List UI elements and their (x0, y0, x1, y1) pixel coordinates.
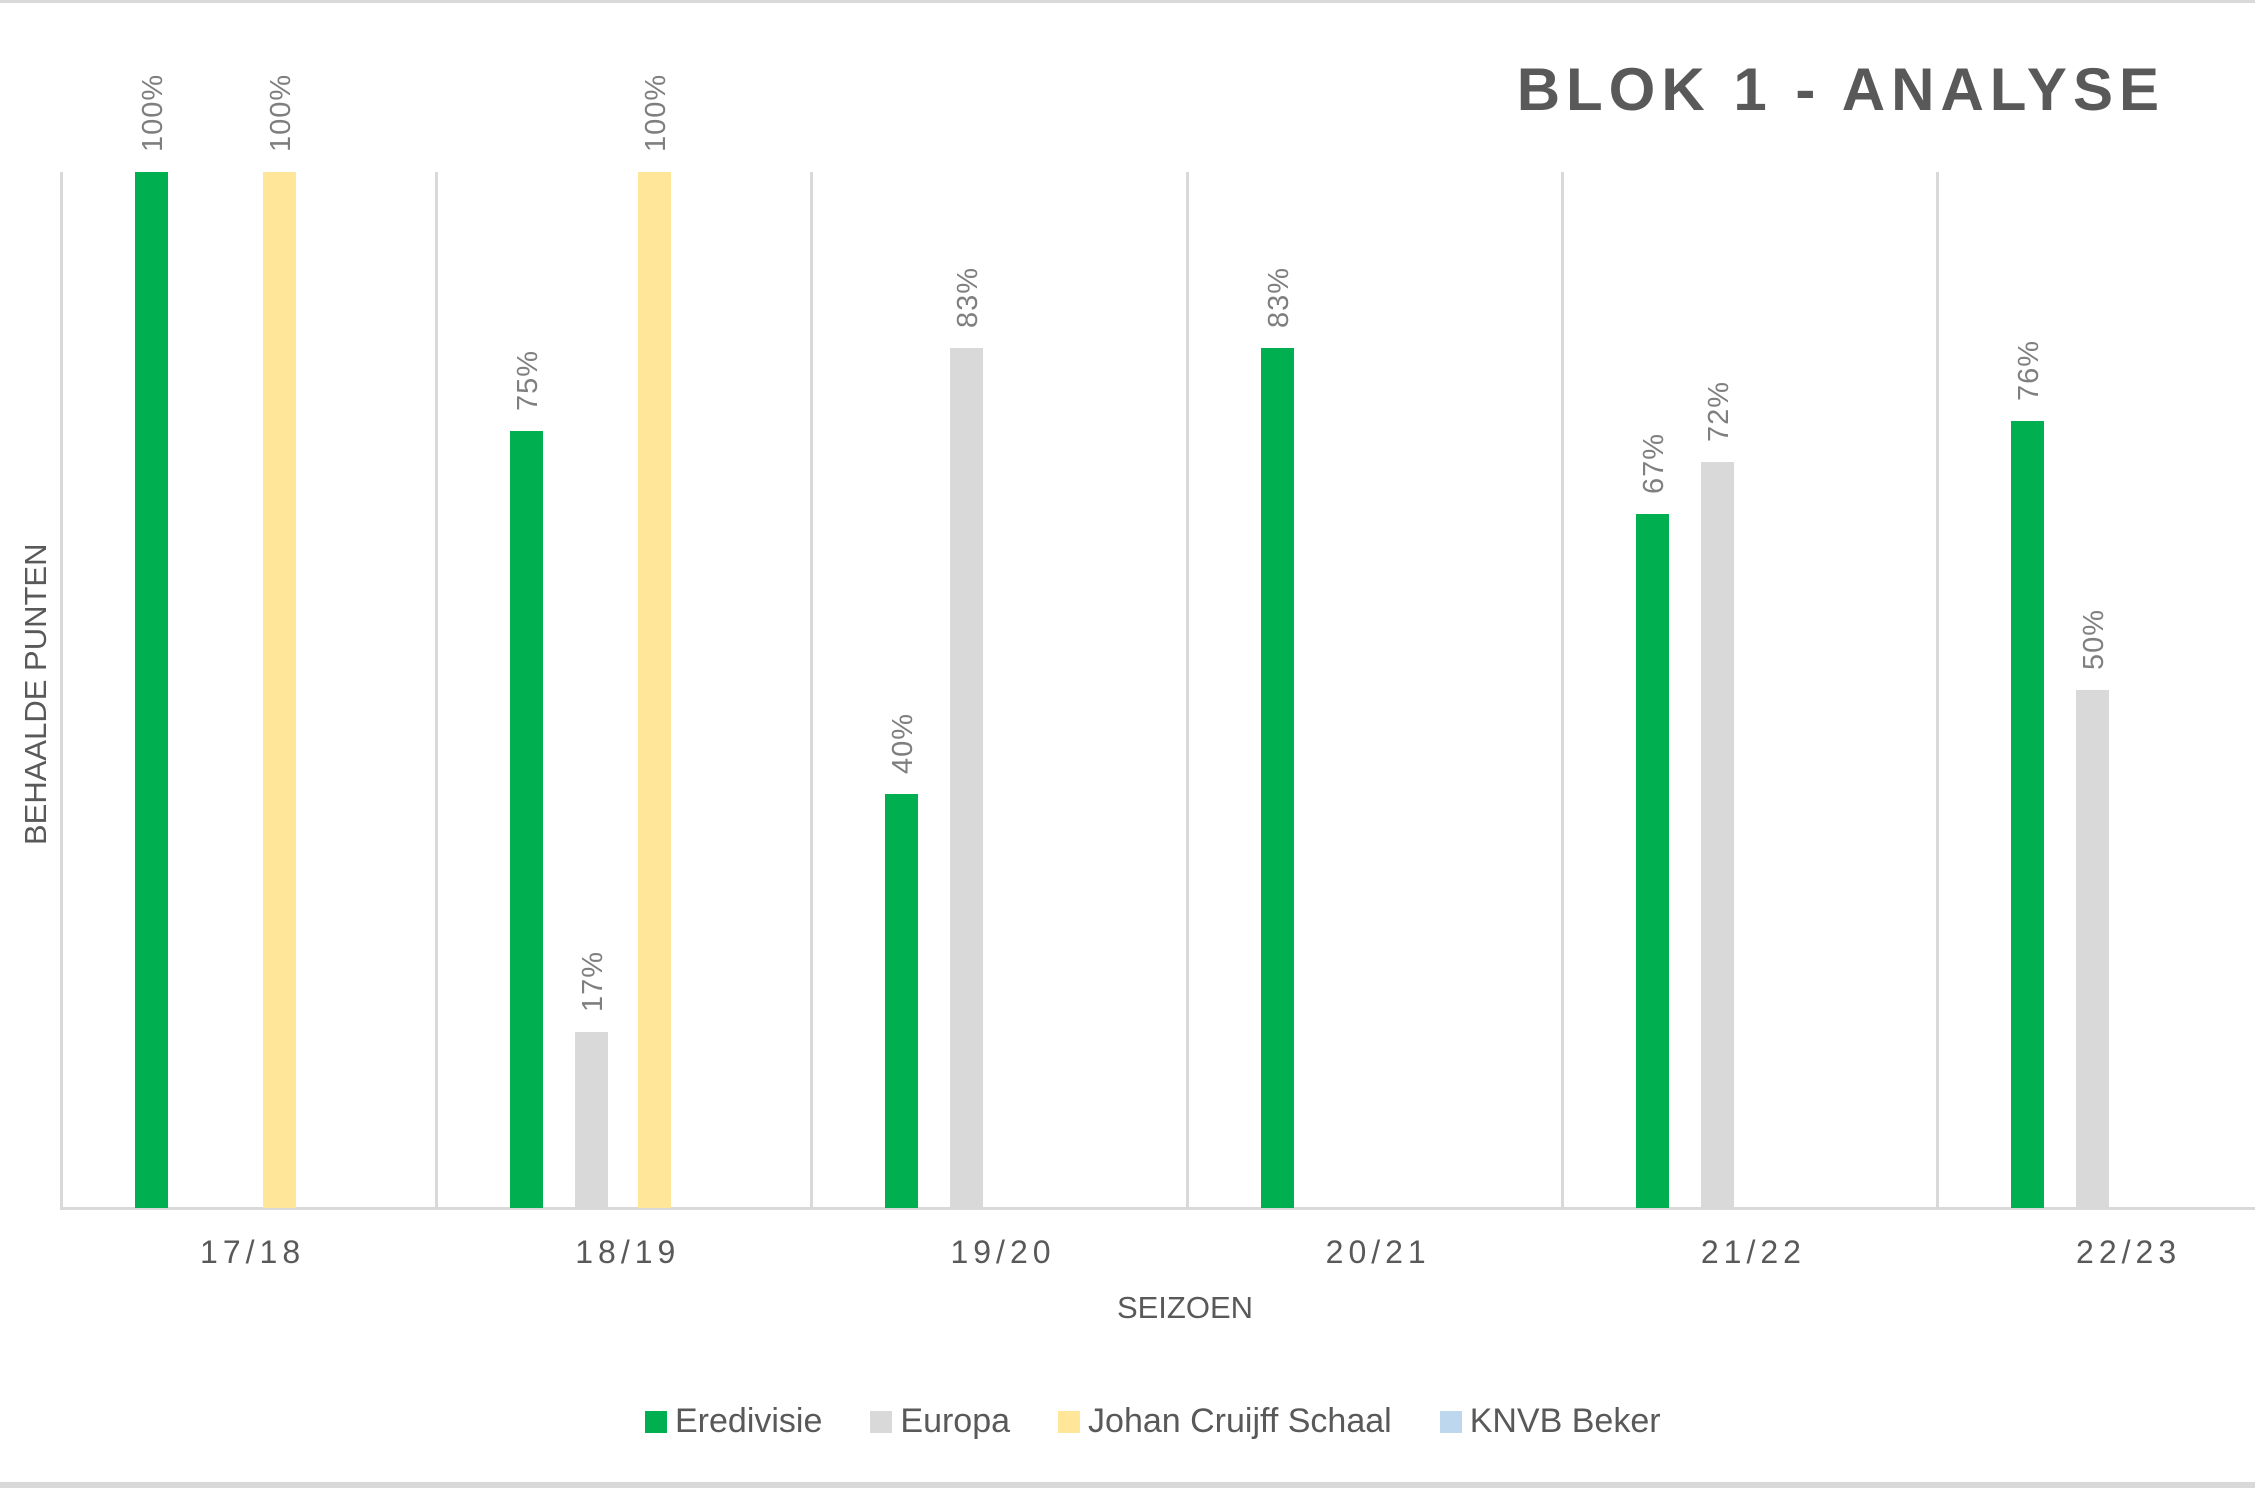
bar-eredivisie (510, 431, 544, 1208)
x-tick-label: 22/23 (2076, 1234, 2182, 1270)
x-tick-label: 19/20 (950, 1234, 1056, 1270)
data-label: 75% (512, 349, 545, 411)
bar-europa (575, 1031, 609, 1208)
bar-johan-cruijff-schaal (263, 172, 296, 1208)
legend-swatch-icon (1439, 1410, 1462, 1433)
legend-item: Johan Cruijff Schaal (1058, 1402, 1392, 1441)
plot-area: 100% 100% 75% 17% 100% 40% 83% 83% 67% 72% 76% 50% (60, 74, 2255, 1210)
legend-item: Eredivisie (645, 1402, 822, 1441)
bar-eredivisie (1635, 513, 1669, 1208)
legend-swatch-icon (645, 1410, 667, 1433)
legend-item: Europa (870, 1402, 1010, 1441)
legend-label: KNVB Beker (1469, 1402, 1661, 1440)
chart-title: BLOK 1 - ANALYSE (1516, 56, 2165, 123)
legend-swatch-icon (870, 1410, 893, 1433)
category-gridline (1185, 172, 1189, 1208)
bar-europa (2076, 690, 2109, 1208)
bar-europa (1700, 462, 1734, 1208)
category-gridline (435, 172, 439, 1208)
x-tick-label: 17/18 (200, 1234, 306, 1270)
legend-item: KNVB Beker (1439, 1402, 1661, 1441)
bar-eredivisie (135, 172, 168, 1208)
x-tick-label: 21/22 (1700, 1234, 1806, 1270)
bar-johan-cruijff-schaal (638, 172, 672, 1208)
x-tick-label: 18/19 (575, 1234, 681, 1270)
data-label: 100% (265, 73, 297, 152)
data-label: 67% (1637, 432, 1670, 494)
y-axis-title: BEHAALDE PUNTEN (18, 543, 53, 845)
bar-eredivisie (1260, 348, 1294, 1208)
category-gridline (1560, 172, 1564, 1208)
data-label: 72% (1702, 381, 1735, 443)
x-axis-title: SEIZOEN (1116, 1290, 1254, 1325)
bar-eredivisie (2011, 420, 2044, 1208)
category-gridline (810, 172, 814, 1208)
category-gridline (1936, 172, 1939, 1208)
legend-label: Europa (900, 1402, 1011, 1440)
data-label: 83% (1262, 267, 1295, 329)
data-label: 100% (640, 73, 673, 152)
bar-eredivisie (885, 793, 919, 1208)
x-tick-label: 20/21 (1325, 1234, 1431, 1270)
legend-swatch-icon (1058, 1410, 1081, 1433)
legend-label: Eredivisie (675, 1402, 823, 1440)
data-label: 100% (137, 73, 169, 152)
legend-label: Johan Cruijff Schaal (1088, 1402, 1392, 1440)
category-gridline (60, 172, 63, 1208)
data-label: 40% (887, 712, 920, 774)
bar-europa (950, 348, 984, 1208)
data-label: 50% (2078, 608, 2110, 670)
legend: Eredivisie Europa Johan Cruijff Schaal KNVB… (645, 1402, 1709, 1441)
data-label: 76% (2013, 339, 2045, 401)
data-label: 17% (577, 950, 610, 1012)
x-axis-line (60, 1207, 2255, 1210)
data-label: 83% (952, 267, 985, 329)
